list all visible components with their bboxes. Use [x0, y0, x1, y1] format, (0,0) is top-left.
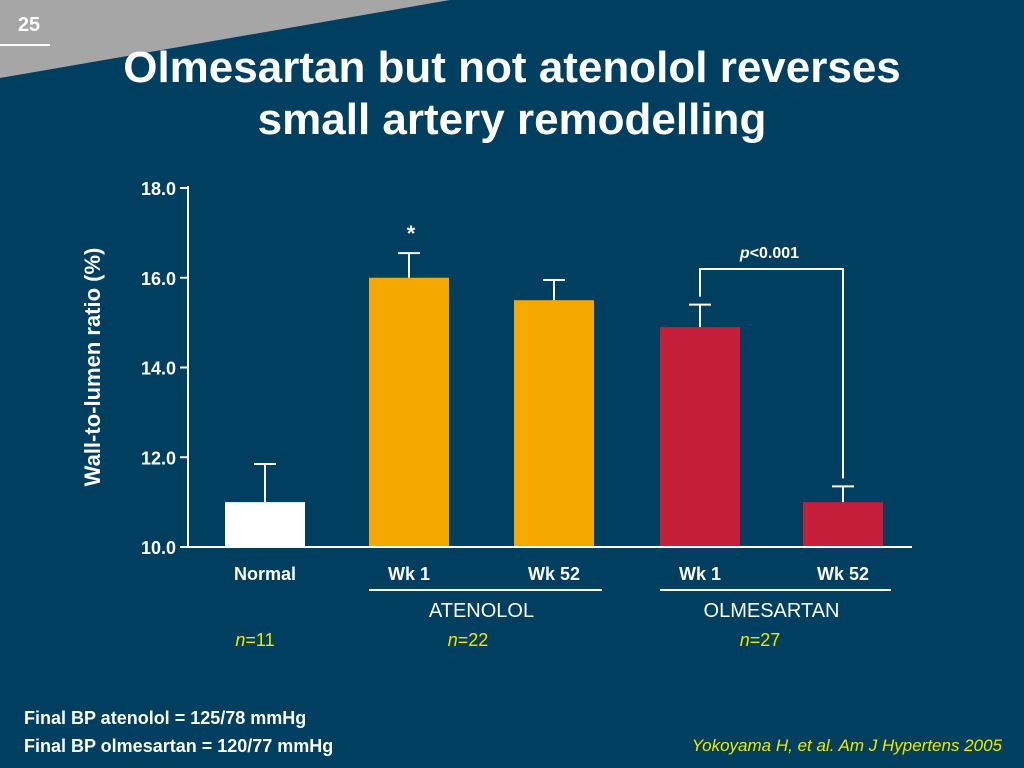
citation: Yokoyama H, et al. Am J Hypertens 2005	[691, 736, 1002, 755]
bar-3	[660, 327, 740, 547]
bar-1	[369, 277, 449, 547]
x-tick-label-0: Normal	[234, 564, 296, 584]
x-tick-label-1: Wk 1	[388, 564, 430, 584]
y-tick-label-2: 14.0	[141, 359, 176, 379]
x-tick-label-3: Wk 1	[679, 564, 721, 584]
y-tick-label-4: 18.0	[141, 179, 176, 199]
footnote-line-olmesartan: Final BP olmesartan = 120/77 mmHg	[24, 736, 334, 756]
slide-number: 25	[17, 14, 41, 36]
x-tick-label-4: Wk 52	[817, 564, 869, 584]
y-tick-label-0: 10.0	[141, 538, 176, 558]
n-label-olmesartan: n=27	[740, 630, 781, 650]
n-label-atenolol: n=22	[448, 630, 489, 650]
slide-title-line-1: Olmesartan but not atenolol reverses	[123, 43, 901, 92]
bar-0	[225, 502, 305, 547]
slide-title: Olmesartan but not atenolol reverses sma…	[20, 42, 1004, 146]
slide-title-line-2: small artery remodelling	[257, 95, 767, 144]
slide-corner-decoration	[0, 0, 450, 78]
y-tick-label-3: 16.0	[141, 269, 176, 289]
p-value-bracket	[699, 268, 844, 479]
y-tick-label-1: 12.0	[141, 448, 176, 468]
x-tick-label-2: Wk 52	[528, 564, 580, 584]
group-label-0: ATENOLOL	[429, 600, 534, 622]
slide-number-rule	[0, 44, 50, 46]
group-label-1: OLMESARTAN	[704, 600, 840, 622]
p-value-label: p<0.001	[739, 245, 799, 262]
bar-2	[514, 300, 594, 547]
significance-star: *	[407, 221, 416, 246]
footnote-line-atenolol: Final BP atenolol = 125/78 mmHg	[24, 708, 307, 728]
y-axis-label: Wall-to-lumen ratio (%)	[80, 248, 105, 487]
n-label-normal: n=11	[235, 630, 274, 650]
bar-4	[803, 502, 883, 547]
footnote: Final BP atenolol = 125/78 mmHg Final BP…	[24, 704, 333, 760]
